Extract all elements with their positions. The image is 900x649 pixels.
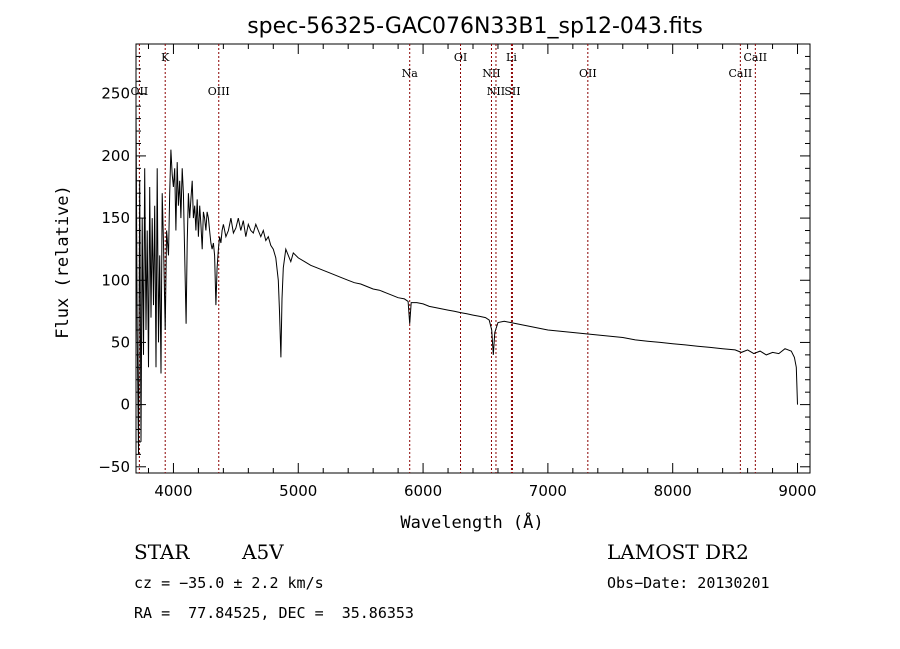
object-subclass: A5V bbox=[242, 540, 284, 564]
plot-frame bbox=[135, 43, 811, 474]
line-marker-label: NII bbox=[487, 85, 505, 98]
ra-dec-readout: RA = 77.84525, DEC = 35.86353 bbox=[134, 604, 414, 622]
line-marker-label: OII bbox=[579, 67, 597, 80]
obs-date: Obs−Date: 20130201 bbox=[607, 574, 770, 592]
y-tick-label: −50 bbox=[98, 458, 130, 476]
line-marker-label: NII bbox=[482, 67, 500, 80]
x-axis-label: Wavelength (Å) bbox=[400, 511, 543, 533]
x-tick-label: 6000 bbox=[404, 482, 442, 500]
line-marker-label: K bbox=[161, 51, 170, 64]
line-marker-label: Na bbox=[402, 67, 419, 80]
y-tick-label: 100 bbox=[101, 271, 130, 289]
y-axis-label: Flux (relative) bbox=[53, 185, 73, 339]
line-marker-label: OI bbox=[454, 51, 467, 64]
x-tick-label: 9000 bbox=[778, 482, 816, 500]
line-marker-label: OIII bbox=[208, 85, 230, 98]
x-tick-label: 4000 bbox=[154, 482, 192, 500]
y-tick-label: 50 bbox=[111, 333, 130, 351]
chart-title: spec-56325-GAC076N33B1_sp12-043.fits bbox=[247, 14, 703, 39]
emission-line-markers: OII K OIII Na OI NII NII Li SII OII CaII CaII bbox=[131, 44, 767, 473]
y-tick-label: 0 bbox=[120, 396, 130, 414]
survey-name: LAMOST DR2 bbox=[607, 540, 749, 564]
axes: 4000 5000 6000 7000 8000 9000 −50 0 50 100 150 200 2… bbox=[98, 44, 817, 500]
y-tick-label: 250 bbox=[101, 85, 130, 103]
x-tick-label: 5000 bbox=[279, 482, 317, 500]
line-marker-label: SII bbox=[504, 85, 520, 98]
y-tick-label: 150 bbox=[101, 209, 130, 227]
x-tick-label: 7000 bbox=[529, 482, 567, 500]
redshift-readout: cz = −35.0 ± 2.2 km/s bbox=[134, 574, 324, 592]
line-marker-label: CaII bbox=[743, 51, 767, 64]
line-marker-label: OII bbox=[131, 85, 149, 98]
line-marker-label: CaII bbox=[729, 67, 753, 80]
object-class: STAR bbox=[134, 540, 190, 564]
line-marker-label: Li bbox=[506, 51, 517, 64]
y-tick-label: 200 bbox=[101, 147, 130, 165]
x-tick-label: 8000 bbox=[654, 482, 692, 500]
spectrum-series-line bbox=[135, 106, 798, 455]
